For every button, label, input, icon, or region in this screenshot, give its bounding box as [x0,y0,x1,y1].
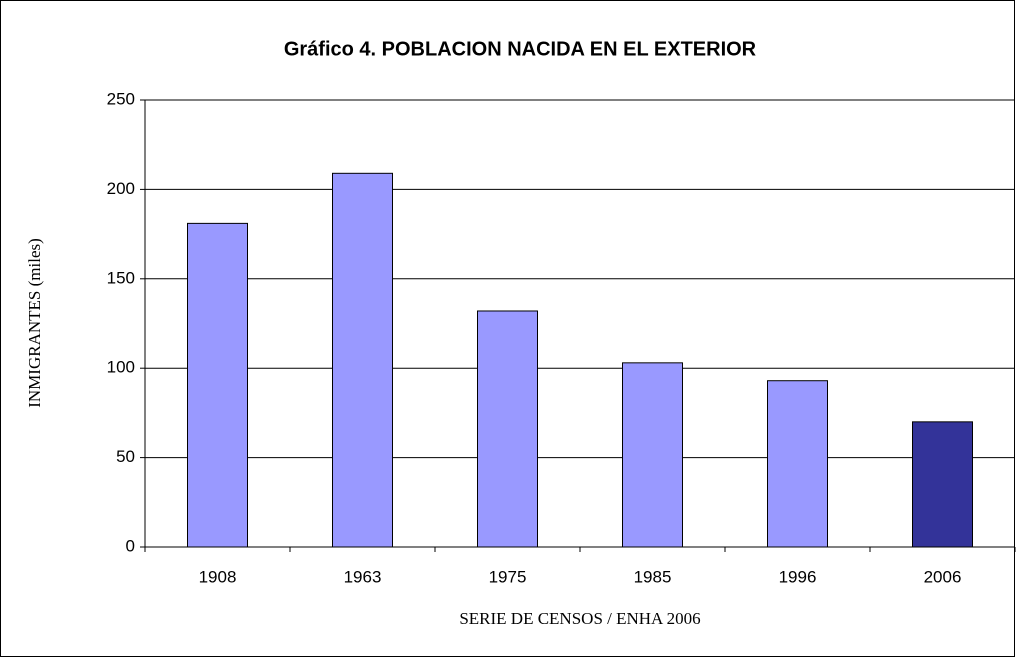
x-tick-label: 1975 [489,567,527,586]
y-tick-label: 50 [116,447,135,466]
bar [332,172,393,548]
y-tick-label: 0 [126,536,135,555]
y-tick-label: 100 [107,358,135,377]
y-axis-label: INMIGRANTES (miles) [25,238,44,408]
x-tick-label: 1996 [779,567,817,586]
bar [477,310,538,548]
chart-title: Gráfico 4. POBLACION NACIDA EN EL EXTERI… [284,38,757,60]
x-tick-label: 1908 [199,567,237,586]
bar [187,222,248,548]
x-tick-label: 2006 [924,567,962,586]
bar [767,380,828,548]
x-axis-label: SERIE DE CENSOS / ENHA 2006 [459,609,700,628]
y-tick-label: 200 [107,179,135,198]
bar [622,362,683,548]
y-tick-label: 150 [107,268,135,287]
x-tick-label: 1963 [344,567,382,586]
x-tick-label: 1985 [634,567,672,586]
bar [912,421,973,548]
y-tick-label: 250 [107,89,135,108]
